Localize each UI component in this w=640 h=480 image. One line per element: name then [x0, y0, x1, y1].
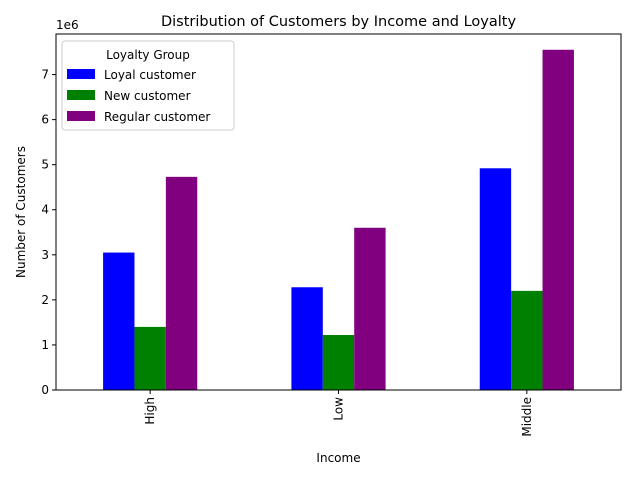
bars-group [103, 49, 574, 390]
bar-middle-loyal-customer [479, 168, 512, 390]
y-tick-label: 5 [41, 158, 49, 172]
bar-middle-regular-customer [542, 49, 574, 390]
legend-title: Loyalty Group [106, 48, 190, 62]
bar-low-regular-customer [354, 227, 386, 390]
chart-title: Distribution of Customers by Income and … [161, 14, 517, 30]
x-tick-label: High [143, 397, 157, 425]
legend-swatch [67, 69, 95, 79]
legend-frame [61, 40, 235, 131]
bar-low-new-customer [322, 335, 355, 390]
bar-high-new-customer [134, 326, 166, 390]
bar-high-loyal-customer [103, 252, 135, 390]
plot-area-frame [55, 33, 622, 391]
y-tick-label: 0 [41, 383, 49, 397]
y-tick-label: 3 [41, 248, 49, 262]
y-axis-offset-label: 1e6 [56, 18, 79, 32]
legend-entry-label: New customer [104, 89, 191, 103]
y-axis-ticks: 0 1 2 3 4 5 6 7 [41, 68, 56, 397]
legend-entry-label: Regular customer [104, 110, 210, 124]
bar-high-regular-customer [165, 176, 198, 390]
y-axis-label: Number of Customers [14, 146, 28, 278]
x-axis-label: Income [316, 451, 360, 465]
legend-swatch [67, 111, 95, 121]
legend: Loyalty Group Loyal customer New customer… [61, 40, 235, 131]
bar-low-loyal-customer [291, 287, 323, 390]
x-tick-label: Middle [520, 397, 534, 437]
y-tick-label: 6 [41, 113, 49, 127]
x-axis-ticks: High Low Middle [143, 390, 534, 437]
y-tick-label: 1 [41, 338, 49, 352]
bar-middle-new-customer [511, 290, 543, 390]
y-tick-label: 4 [41, 203, 49, 217]
legend-swatch [67, 90, 95, 100]
x-tick-label: Low [332, 397, 346, 421]
legend-entry-label: Loyal customer [104, 68, 196, 82]
legend-items: Loyal customer New customer Regular custom… [67, 68, 210, 124]
y-tick-label: 7 [41, 68, 49, 82]
y-tick-label: 2 [41, 293, 49, 307]
